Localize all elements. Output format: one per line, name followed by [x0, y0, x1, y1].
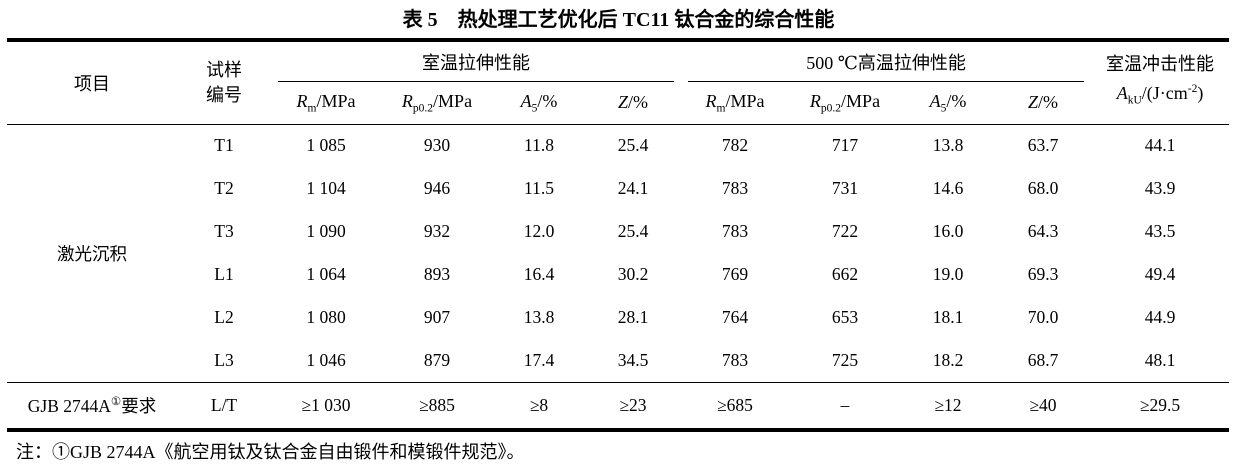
requirement-label: GJB 2744A①要求 [7, 381, 177, 430]
table-cell: 1 080 [306, 307, 346, 327]
table-cell: 43.5 [1144, 221, 1176, 241]
sample-id: L2 [214, 307, 234, 327]
table-cell: 783 [721, 349, 749, 370]
table-cell: 49.4 [1144, 264, 1176, 284]
table-cell: 19.0 [932, 264, 964, 284]
table-cell: 17.4 [523, 349, 555, 370]
table-cell: 14.6 [932, 178, 964, 198]
col-header-rp02-rt: Rp0.2/MPa [381, 82, 493, 125]
table-title: 表 5 热处理工艺优化后 TC11 钛合金的综合性能 [402, 9, 835, 31]
table-cell: 12.0 [523, 221, 555, 241]
col-header-rp02-ht: Rp0.2/MPa [789, 82, 901, 125]
table-cell: 68.7 [1027, 349, 1059, 370]
table-cell: 64.3 [1027, 221, 1059, 241]
col-header-z-rt: Z/% [585, 82, 681, 125]
table-row-gjb-requirement: GJB 2744A①要求 L/T ≥1 030 ≥885 ≥8 ≥23 ≥685… [7, 381, 1230, 430]
table-cell: 907 [423, 307, 451, 327]
table-cell: 18.1 [932, 307, 964, 327]
col-header-a5-ht: A5/% [901, 82, 995, 125]
table-cell: 11.8 [524, 135, 554, 156]
table-cell: 946 [423, 178, 451, 198]
col-header-rm-ht: Rm/MPa [681, 82, 789, 125]
col-header-impact: 室温冲击性能 AkU/(J·cm-2) [1091, 40, 1230, 125]
table-cell: ≥29.5 [1091, 381, 1230, 430]
table-cell: 16.0 [932, 221, 964, 241]
table-cell: – [789, 381, 901, 430]
table-row-l3: L3 1 046 879 17.4 34.5 783 725 18.2 68.7… [7, 339, 1229, 382]
group-label-laser-deposition: 激光沉积 [57, 243, 127, 264]
sample-id: L3 [214, 349, 234, 370]
header-row-subcolumns: Rm/MPa Rp0.2/MPa A5/% Z/% Rm/MPa Rp0.2/M… [7, 82, 1229, 125]
table-cell: ≥12 [901, 381, 995, 430]
table-cell: 68.0 [1027, 178, 1059, 198]
table-cell: 1 046 [306, 349, 346, 370]
table-cell: 16.4 [523, 264, 555, 284]
impact-unit: AkU/(J·cm-2) [1116, 82, 1204, 107]
col-header-a5-rt: A5/% [493, 82, 585, 125]
table-footnote: 注：①GJB 2744A《航空用钛及钛合金自由锻件和模锻件规范》。 [16, 442, 525, 462]
table-cell: 879 [423, 349, 451, 370]
table-cell: 24.1 [617, 178, 649, 198]
table-cell: ≥40 [995, 381, 1092, 430]
table-cell: 63.7 [1027, 135, 1059, 156]
table-cell: 731 [831, 178, 859, 198]
table-cell: 34.5 [617, 349, 649, 370]
col-header-sample-id: 试样 编号 [177, 40, 271, 125]
properties-table: 项目 试样 编号 室温拉伸性能 500 ℃高温拉伸性能 室温冲击性能 AkU/(… [7, 38, 1230, 432]
table-cell: 930 [423, 135, 451, 156]
table-cell: 1 085 [306, 135, 346, 156]
table-cell: 783 [721, 221, 749, 241]
table-cell: 25.4 [617, 135, 649, 156]
table-cell: 44.9 [1144, 307, 1176, 327]
table-row-l1: L1 1 064 893 16.4 30.2 769 662 19.0 69.3… [7, 253, 1229, 296]
table-cell: 70.0 [1027, 307, 1059, 327]
table-cell: 1 104 [306, 178, 346, 198]
table-cell: 44.1 [1144, 135, 1176, 156]
sample-id: L/T [177, 381, 271, 430]
group-header-room-temp-tensile: 室温拉伸性能 [271, 40, 681, 82]
table-row-t2: T2 1 104 946 11.5 24.1 783 731 14.6 68.0… [7, 167, 1229, 210]
table-cell: 1 064 [306, 264, 346, 284]
table-row-t1: 激光沉积 T1 1 085 930 11.8 25.4 782 717 13.8… [7, 124, 1229, 263]
table-cell: 653 [831, 307, 859, 327]
table-cell: 69.3 [1027, 264, 1059, 284]
table-cell: 43.9 [1144, 178, 1176, 198]
col-header-rm-rt: Rm/MPa [271, 82, 381, 125]
table-cell: 893 [423, 264, 451, 284]
table-cell: ≥885 [381, 381, 493, 430]
table-cell: 1 090 [306, 221, 346, 241]
table-cell: 783 [721, 178, 749, 198]
table-cell: 13.8 [523, 307, 555, 327]
table-cell: 782 [721, 135, 749, 156]
header-row-groups: 项目 试样 编号 室温拉伸性能 500 ℃高温拉伸性能 室温冲击性能 AkU/(… [7, 40, 1230, 125]
table-cell: 662 [831, 264, 859, 284]
sample-id: T2 [214, 178, 234, 198]
col-header-project: 项目 [7, 40, 177, 125]
table-cell: ≥685 [681, 381, 789, 430]
table-cell: ≥23 [585, 381, 681, 430]
table-cell: 30.2 [617, 264, 649, 284]
table-cell: 18.2 [932, 349, 964, 370]
table-row-l2: L2 1 080 907 13.8 28.1 764 653 18.1 70.0… [7, 296, 1229, 339]
table-cell: ≥1 030 [271, 381, 381, 430]
table-cell: 722 [831, 221, 859, 241]
group-header-500c-tensile: 500 ℃高温拉伸性能 [681, 40, 1091, 82]
table-cell: 28.1 [617, 307, 649, 327]
sample-id: T3 [214, 221, 234, 241]
footnote-marker: ① [110, 395, 122, 408]
table-row-t3: T3 1 090 932 12.0 25.4 783 722 16.0 64.3… [7, 210, 1229, 253]
table-cell: 13.8 [932, 135, 964, 156]
table-cell: 25.4 [617, 221, 649, 241]
table-cell: 932 [423, 221, 451, 241]
sample-id: L1 [214, 264, 234, 284]
table-cell: 11.5 [524, 178, 554, 198]
table-cell: 48.1 [1144, 349, 1176, 370]
table-cell: ≥8 [493, 381, 585, 430]
sample-id: T1 [214, 135, 234, 156]
table-cell: 764 [721, 307, 749, 327]
table-cell: 725 [831, 349, 859, 370]
table-cell: 769 [721, 264, 749, 284]
col-header-z-ht: Z/% [995, 82, 1092, 125]
table-cell: 717 [831, 135, 859, 156]
